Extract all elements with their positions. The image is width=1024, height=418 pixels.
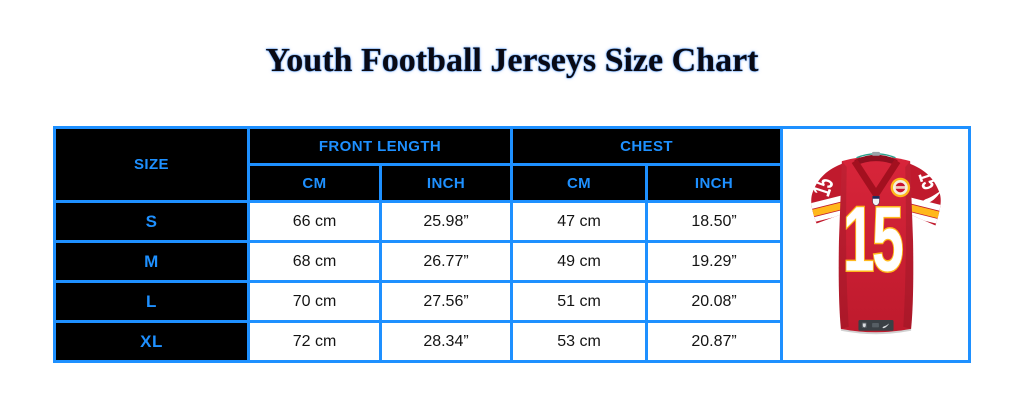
- cell-l-front-inch: 27.56”: [378, 280, 514, 323]
- header-row-2: CM INCH CM INCH: [55, 163, 970, 203]
- header-row-1: SIZE FRONT LENGTH CHEST: [53, 126, 972, 363]
- cell-l-chest-cm: 51 cm: [510, 280, 649, 323]
- cell-s-chest-cm: 47 cm: [510, 200, 649, 243]
- jersey-back-collar: [854, 154, 897, 166]
- swoosh-icon: [921, 189, 941, 204]
- cell-s-front-cm: 66 cm: [247, 200, 382, 243]
- table-row-l: L 70 cm 27.56” 51 cm 20.08”: [53, 280, 970, 323]
- cell-xl-chest-cm: 53 cm: [510, 320, 649, 363]
- cell-m-front-inch: 26.77”: [378, 240, 514, 283]
- cell-m-chest-cm: 49 cm: [510, 240, 649, 283]
- cell-xl-chest-inch: 20.87”: [645, 320, 784, 363]
- col-subheader-front-cm: CM: [247, 163, 382, 203]
- team-patch-icon: [890, 177, 910, 197]
- cell-xl-front-inch: 28.34”: [378, 320, 514, 363]
- jersey-torso: [838, 155, 913, 332]
- col-header-front-length: FRONT LENGTH: [246, 126, 514, 166]
- col-subheader-chest-cm: CM: [510, 163, 649, 203]
- nfl-shield-icon: [871, 195, 880, 206]
- col-header-chest: CHEST: [510, 126, 784, 166]
- size-chart-table: SIZE FRONT LENGTH CHEST: [53, 126, 972, 363]
- size-label-l: L: [53, 280, 250, 323]
- table-row-m: M 68 cm 26.77” 49 cm 19.29”: [53, 240, 970, 283]
- jersey-image: 15 15 15: [807, 151, 944, 334]
- collar-tag: [871, 151, 880, 156]
- jock-tag: [857, 319, 894, 331]
- size-label-xl: XL: [53, 320, 250, 363]
- table-row-xl: XL 72 cm 28.34” 53 cm 20.87”: [53, 320, 970, 363]
- cell-m-chest-inch: 19.29”: [645, 240, 784, 283]
- jersey-hem-shade: [840, 328, 911, 334]
- col-subheader-chest-inch: INCH: [645, 163, 784, 203]
- size-label-s: S: [53, 200, 250, 243]
- jersey-chest-number: 15: [842, 188, 902, 290]
- cell-s-chest-inch: 18.50”: [645, 200, 784, 243]
- jersey-image-cell: 15 15 15: [780, 126, 972, 363]
- cell-m-front-cm: 68 cm: [247, 240, 382, 283]
- cell-l-chest-inch: 20.08”: [645, 280, 784, 323]
- jersey-v-neck: [851, 158, 900, 198]
- table-row-s: S 66 cm 25.98” 47 cm 18.50”: [53, 200, 970, 243]
- jersey-side-shade-left: [838, 160, 849, 329]
- size-label-m: M: [53, 240, 250, 283]
- cell-xl-front-cm: 72 cm: [247, 320, 382, 363]
- jersey-side-shade-right: [902, 160, 913, 329]
- cell-l-front-cm: 70 cm: [247, 280, 382, 323]
- col-header-size: SIZE: [53, 126, 250, 203]
- page-title: Youth Football Jerseys Size Chart: [265, 42, 759, 79]
- cell-s-front-inch: 25.98”: [378, 200, 514, 243]
- col-subheader-front-inch: INCH: [378, 163, 514, 203]
